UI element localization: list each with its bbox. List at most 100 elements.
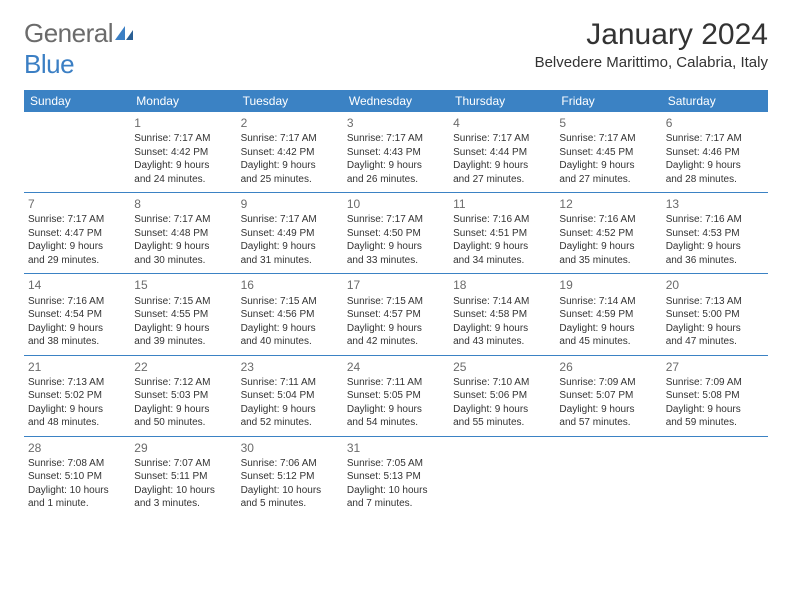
day-cell: 16 Sunrise: 7:15 AMSunset: 4:56 PMDayligh… (237, 274, 343, 354)
daylight-line: and 1 minute. (28, 497, 126, 511)
day-cell: 26Sunrise: 7:09 AMSunset: 5:07 PMDayligh… (555, 356, 661, 436)
day-number: 27 (666, 359, 764, 375)
location-subtitle: Belvedere Marittimo, Calabria, Italy (535, 54, 768, 71)
day-number: 5 (559, 115, 657, 131)
day-cell: 8Sunrise: 7:17 AMSunset: 4:48 PMDaylight… (130, 193, 236, 273)
daylight-line: Daylight: 9 hours (28, 240, 126, 254)
week-row: 28Sunrise: 7:08 AMSunset: 5:10 PMDayligh… (24, 437, 768, 517)
sunset-line: Sunset: 4:59 PM (559, 308, 657, 322)
sunrise-line: Sunrise: 7:14 AM (559, 295, 657, 309)
weekday-header-row: SundayMondayTuesdayWednesdayThursdayFrid… (24, 90, 768, 112)
sunset-line: Sunset: 4:55 PM (134, 308, 232, 322)
daylight-line: and 40 minutes. (241, 335, 339, 349)
daylight-line: Daylight: 9 hours (347, 240, 445, 254)
sunset-line: Sunset: 4:45 PM (559, 146, 657, 160)
sunset-line: Sunset: 4:52 PM (559, 227, 657, 241)
daylight-line: and 47 minutes. (666, 335, 764, 349)
daylight-line: Daylight: 9 hours (559, 322, 657, 336)
sunset-line: Sunset: 4:49 PM (241, 227, 339, 241)
sunset-line: Sunset: 5:06 PM (453, 389, 551, 403)
daylight-line: Daylight: 9 hours (453, 159, 551, 173)
day-cell (662, 437, 768, 517)
sunrise-line: Sunrise: 7:17 AM (453, 132, 551, 146)
day-cell: 28Sunrise: 7:08 AMSunset: 5:10 PMDayligh… (24, 437, 130, 517)
day-number: 28 (28, 440, 126, 456)
day-number: 24 (347, 359, 445, 375)
day-number: 8 (134, 196, 232, 212)
day-cell: 11Sunrise: 7:16 AMSunset: 4:51 PMDayligh… (449, 193, 555, 273)
day-cell: 14Sunrise: 7:16 AMSunset: 4:54 PMDayligh… (24, 274, 130, 354)
day-cell: 23Sunrise: 7:11 AMSunset: 5:04 PMDayligh… (237, 356, 343, 436)
sunrise-line: Sunrise: 7:13 AM (28, 376, 126, 390)
day-number: 11 (453, 196, 551, 212)
sunset-line: Sunset: 4:56 PM (241, 308, 339, 322)
day-number: 30 (241, 440, 339, 456)
day-cell: 5Sunrise: 7:17 AMSunset: 4:45 PMDaylight… (555, 112, 661, 192)
day-cell: 15Sunrise: 7:15 AMSunset: 4:55 PMDayligh… (130, 274, 236, 354)
day-cell: 19Sunrise: 7:14 AMSunset: 4:59 PMDayligh… (555, 274, 661, 354)
sunrise-line: Sunrise: 7:17 AM (134, 213, 232, 227)
week-row: 21Sunrise: 7:13 AMSunset: 5:02 PMDayligh… (24, 356, 768, 437)
day-number: 7 (28, 196, 126, 212)
sunrise-line: Sunrise: 7:17 AM (28, 213, 126, 227)
day-number: 1 (134, 115, 232, 131)
daylight-line: and 25 minutes. (241, 173, 339, 187)
day-number: 13 (666, 196, 764, 212)
day-cell: 10Sunrise: 7:17 AMSunset: 4:50 PMDayligh… (343, 193, 449, 273)
sunset-line: Sunset: 4:44 PM (453, 146, 551, 160)
daylight-line: Daylight: 9 hours (453, 322, 551, 336)
day-number: 31 (347, 440, 445, 456)
day-cell: 9Sunrise: 7:17 AMSunset: 4:49 PMDaylight… (237, 193, 343, 273)
sunset-line: Sunset: 5:10 PM (28, 470, 126, 484)
weekday-header-cell: Sunday (24, 90, 130, 112)
sunrise-line: Sunrise: 7:06 AM (241, 457, 339, 471)
sunset-line: Sunset: 5:05 PM (347, 389, 445, 403)
daylight-line: Daylight: 9 hours (559, 159, 657, 173)
weekday-header-cell: Friday (555, 90, 661, 112)
sunset-line: Sunset: 5:13 PM (347, 470, 445, 484)
sunset-line: Sunset: 4:54 PM (28, 308, 126, 322)
week-row: 7Sunrise: 7:17 AMSunset: 4:47 PMDaylight… (24, 193, 768, 274)
daylight-line: Daylight: 10 hours (347, 484, 445, 498)
sunrise-line: Sunrise: 7:16 AM (559, 213, 657, 227)
daylight-line: and 5 minutes. (241, 497, 339, 511)
daylight-line: and 34 minutes. (453, 254, 551, 268)
daylight-line: and 24 minutes. (134, 173, 232, 187)
daylight-line: and 30 minutes. (134, 254, 232, 268)
sunrise-line: Sunrise: 7:17 AM (666, 132, 764, 146)
daylight-line: and 33 minutes. (347, 254, 445, 268)
daylight-line: Daylight: 9 hours (666, 322, 764, 336)
day-number: 12 (559, 196, 657, 212)
day-number: 20 (666, 277, 764, 293)
sunrise-line: Sunrise: 7:16 AM (453, 213, 551, 227)
day-cell: 13Sunrise: 7:16 AMSunset: 4:53 PMDayligh… (662, 193, 768, 273)
daylight-line: Daylight: 9 hours (666, 403, 764, 417)
sunset-line: Sunset: 5:08 PM (666, 389, 764, 403)
sunset-line: Sunset: 4:42 PM (134, 146, 232, 160)
week-row: 1Sunrise: 7:17 AMSunset: 4:42 PMDaylight… (24, 112, 768, 193)
day-cell (449, 437, 555, 517)
daylight-line: Daylight: 9 hours (347, 159, 445, 173)
weeks-container: 1Sunrise: 7:17 AMSunset: 4:42 PMDaylight… (24, 112, 768, 517)
daylight-line: Daylight: 9 hours (453, 403, 551, 417)
sunrise-line: Sunrise: 7:10 AM (453, 376, 551, 390)
logo: General Blue (24, 18, 135, 80)
weekday-header-cell: Wednesday (343, 90, 449, 112)
sunrise-line: Sunrise: 7:14 AM (453, 295, 551, 309)
day-cell: 27Sunrise: 7:09 AMSunset: 5:08 PMDayligh… (662, 356, 768, 436)
page-header: General Blue January 2024 Belvedere Mari… (24, 18, 768, 80)
day-number: 10 (347, 196, 445, 212)
day-number: 6 (666, 115, 764, 131)
daylight-line: Daylight: 9 hours (241, 322, 339, 336)
day-number: 16 (241, 277, 339, 293)
daylight-line: Daylight: 9 hours (559, 240, 657, 254)
day-cell: 31Sunrise: 7:05 AMSunset: 5:13 PMDayligh… (343, 437, 449, 517)
day-number: 26 (559, 359, 657, 375)
sunset-line: Sunset: 4:43 PM (347, 146, 445, 160)
sunrise-line: Sunrise: 7:15 AM (241, 295, 339, 309)
day-cell: 18Sunrise: 7:14 AMSunset: 4:58 PMDayligh… (449, 274, 555, 354)
logo-text: General Blue (24, 18, 135, 80)
sunrise-line: Sunrise: 7:09 AM (666, 376, 764, 390)
daylight-line: and 27 minutes. (453, 173, 551, 187)
daylight-line: Daylight: 9 hours (134, 159, 232, 173)
